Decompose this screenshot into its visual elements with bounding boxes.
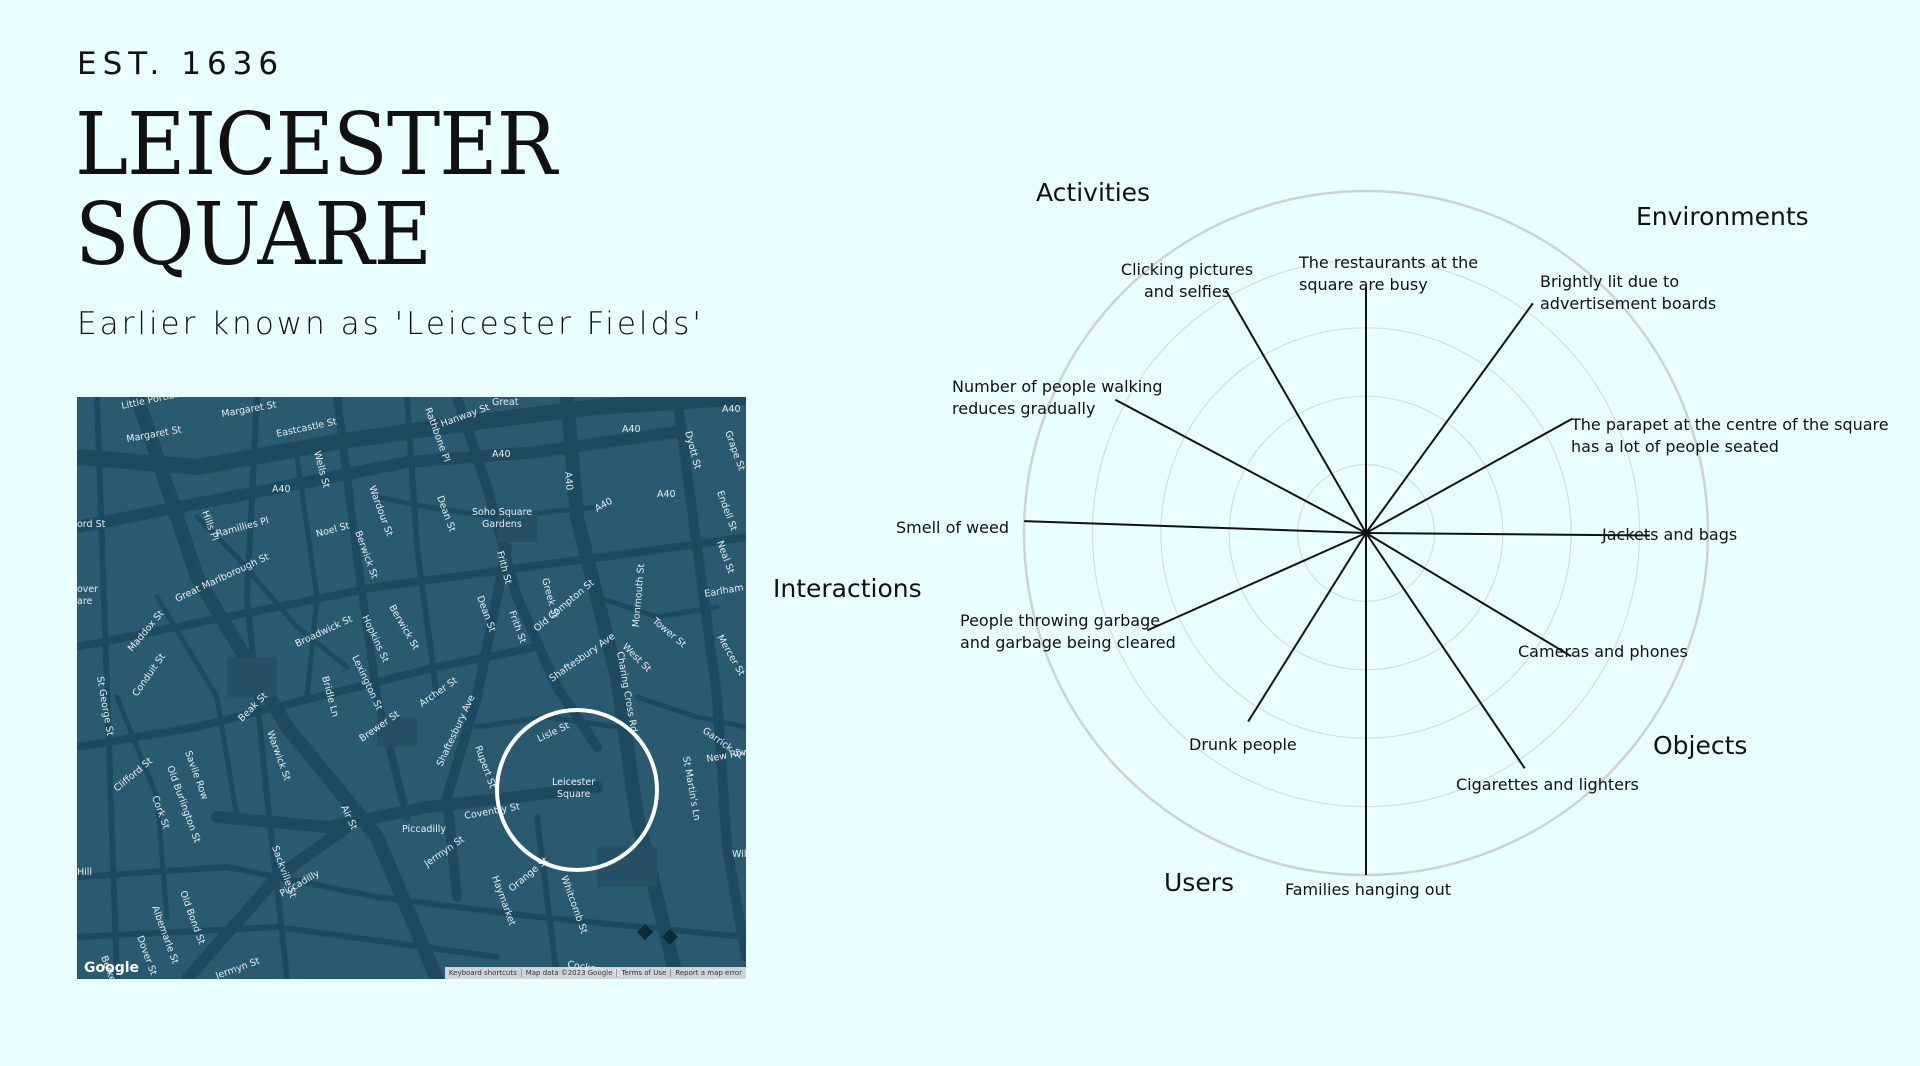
map-canvas[interactable]: Little Portland St Margaret St Margaret … — [77, 397, 746, 979]
category-interactions: Interactions — [773, 574, 922, 603]
map-data-credit: Map data ©2023 Google — [520, 969, 617, 977]
spoke-label: Drunk people — [1189, 735, 1297, 754]
title-line-2: SQUARE — [75, 185, 432, 285]
diagram-spoke — [1024, 520, 1367, 534]
diagram-spoke — [1224, 289, 1367, 534]
spoke-label: Smell of weed — [896, 518, 1009, 537]
spoke-label: Cameras and phones — [1518, 642, 1688, 661]
svg-text:A40: A40 — [272, 484, 291, 495]
spoke-label: Number of people walking reduces graduall… — [952, 377, 1163, 418]
svg-text:Square: Square — [557, 789, 591, 800]
report-map-error-link[interactable]: Report a map error — [670, 969, 746, 977]
title-line-1: LEICESTER — [75, 95, 557, 195]
svg-text:A40: A40 — [492, 449, 511, 460]
diagram-spoke — [1365, 532, 1650, 537]
svg-text:Piccadilly: Piccadilly — [402, 824, 446, 835]
diagram-spoke-labels: The restaurants at the square are busy Bri… — [896, 253, 1889, 899]
diagram-spoke — [1365, 532, 1572, 658]
spoke-label: The parapet at the centre of the square h… — [1570, 415, 1889, 456]
svg-text:Hill: Hill — [77, 867, 92, 878]
spoke-label: Jackets and bags — [1601, 525, 1737, 544]
map-footer: Keyboard shortcuts Map data ©2023 Google… — [444, 967, 746, 979]
diagram-spoke — [1365, 417, 1573, 534]
category-activities: Activities — [1036, 178, 1150, 207]
leicester-square-highlight — [495, 708, 659, 872]
svg-text:over: over — [77, 584, 98, 595]
svg-text:Soho Square: Soho Square — [472, 507, 532, 518]
spoke-label: People throwing garbage and garbage being… — [960, 611, 1176, 652]
map-roads — [77, 397, 746, 979]
map-landmarks — [637, 924, 678, 945]
svg-text:Will: Will — [732, 849, 746, 860]
diagram-spoke — [1247, 532, 1367, 723]
svg-text:Gardens: Gardens — [482, 519, 522, 530]
spoke-label: The restaurants at the square are busy — [1298, 253, 1478, 294]
category-objects: Objects — [1653, 731, 1747, 760]
terms-of-use-link[interactable]: Terms of Use — [616, 969, 670, 977]
svg-text:A40: A40 — [562, 471, 575, 490]
spoke-label: Clicking pictures and selfies — [1121, 260, 1253, 301]
diagram-spoke — [1114, 398, 1367, 534]
diagram-spoke — [1146, 532, 1367, 632]
svg-text:Great: Great — [492, 397, 519, 408]
spoke-label: Cigarettes and lighters — [1456, 775, 1639, 794]
keyboard-shortcuts-link[interactable]: Keyboard shortcuts — [448, 969, 517, 977]
map-provider-logo: Google — [84, 960, 140, 976]
diagram-spoke — [1365, 532, 1526, 769]
page-title: LEICESTER SQUARE — [75, 95, 557, 285]
established-year: EST. 1636 — [77, 46, 285, 82]
map-view[interactable]: Little Portland St Margaret St Margaret … — [77, 397, 746, 979]
map-blocks — [227, 512, 657, 887]
spoke-label: Families hanging out — [1285, 880, 1451, 899]
diagram-spoke — [1365, 302, 1534, 534]
svg-text:ord St: ord St — [77, 519, 106, 530]
svg-text:are: are — [77, 596, 93, 607]
diagram-categories: Activities Environments Interactions Obj… — [773, 178, 1809, 897]
category-users: Users — [1164, 868, 1234, 897]
page-subtitle: Earlier known as 'Leicester Fields' — [77, 306, 704, 342]
svg-text:A40: A40 — [622, 424, 641, 435]
svg-text:A40: A40 — [657, 489, 676, 500]
diagram-spokes — [1024, 286, 1650, 875]
svg-text:Leicester: Leicester — [552, 777, 595, 788]
svg-text:A40: A40 — [722, 404, 741, 415]
spoke-label: Brightly lit due to advertisement boards — [1540, 272, 1716, 313]
category-environments: Environments — [1636, 202, 1809, 231]
